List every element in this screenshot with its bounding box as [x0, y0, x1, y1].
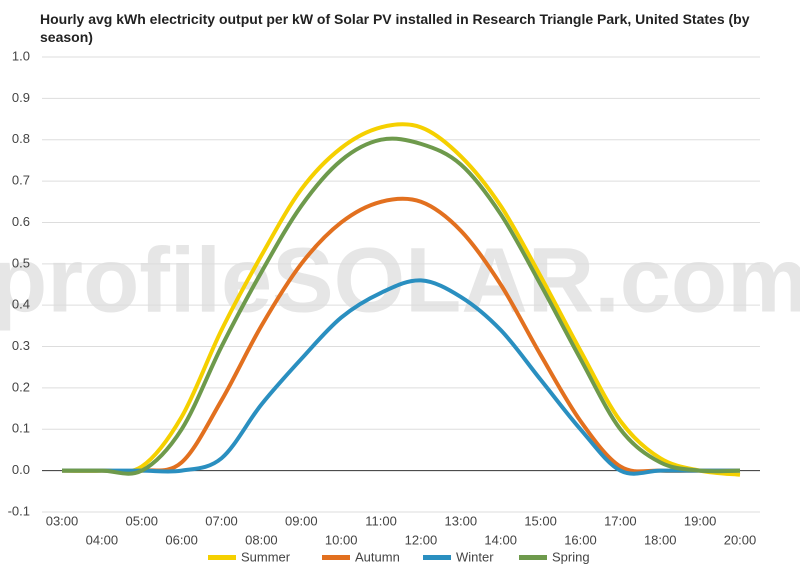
x-tick-label: 19:00 [684, 513, 717, 528]
y-tick-label: 0.3 [12, 338, 30, 353]
legend-label: Summer [241, 549, 291, 564]
x-tick-label: 12:00 [405, 532, 438, 547]
x-tick-label: 10:00 [325, 532, 358, 547]
y-tick-label: 0.5 [12, 255, 30, 270]
y-tick-label: 0.9 [12, 90, 30, 105]
x-tick-label: 07:00 [205, 513, 238, 528]
x-tick-label: 16:00 [564, 532, 597, 547]
series-line [61, 136, 741, 476]
legend-swatch [208, 555, 236, 560]
x-tick-label: 13:00 [445, 513, 478, 528]
y-tick-label: 0.1 [12, 421, 30, 436]
x-tick-label: 06:00 [165, 532, 198, 547]
legend-label: Autumn [355, 549, 400, 564]
legend-swatch [519, 555, 547, 560]
legend-label: Spring [552, 549, 590, 564]
y-tick-label: 0.6 [12, 214, 30, 229]
x-tick-label: 20:00 [724, 532, 757, 547]
legend-swatch [423, 555, 451, 560]
x-tick-label: 17:00 [604, 513, 637, 528]
x-tick-label: 15:00 [524, 513, 557, 528]
y-tick-label: -0.1 [8, 503, 30, 518]
chart-title: Hourly avg kWh electricity output per kW… [40, 11, 750, 45]
x-tick-label: 05:00 [125, 513, 158, 528]
x-tick-label: 14:00 [484, 532, 517, 547]
x-tick-label: 09:00 [285, 513, 318, 528]
y-tick-label: 0.7 [12, 173, 30, 188]
series-line [61, 122, 741, 477]
x-tick-label: 11:00 [365, 513, 397, 528]
watermark: profileSOLAR.com [0, 229, 800, 331]
legend-swatch [322, 555, 350, 560]
series-line [61, 196, 740, 474]
series-line [61, 278, 740, 476]
x-tick-label: 04:00 [86, 532, 119, 547]
y-tick-label: 0.0 [12, 462, 30, 477]
y-tick-label: 0.4 [12, 297, 30, 312]
x-tick-label: 08:00 [245, 532, 278, 547]
y-tick-label: 0.2 [12, 379, 30, 394]
x-tick-label: 03:00 [46, 513, 79, 528]
x-tick-label: 18:00 [644, 532, 677, 547]
legend-label: Winter [456, 549, 494, 564]
y-tick-label: 1.0 [12, 48, 30, 63]
y-tick-label: 0.8 [12, 131, 30, 146]
